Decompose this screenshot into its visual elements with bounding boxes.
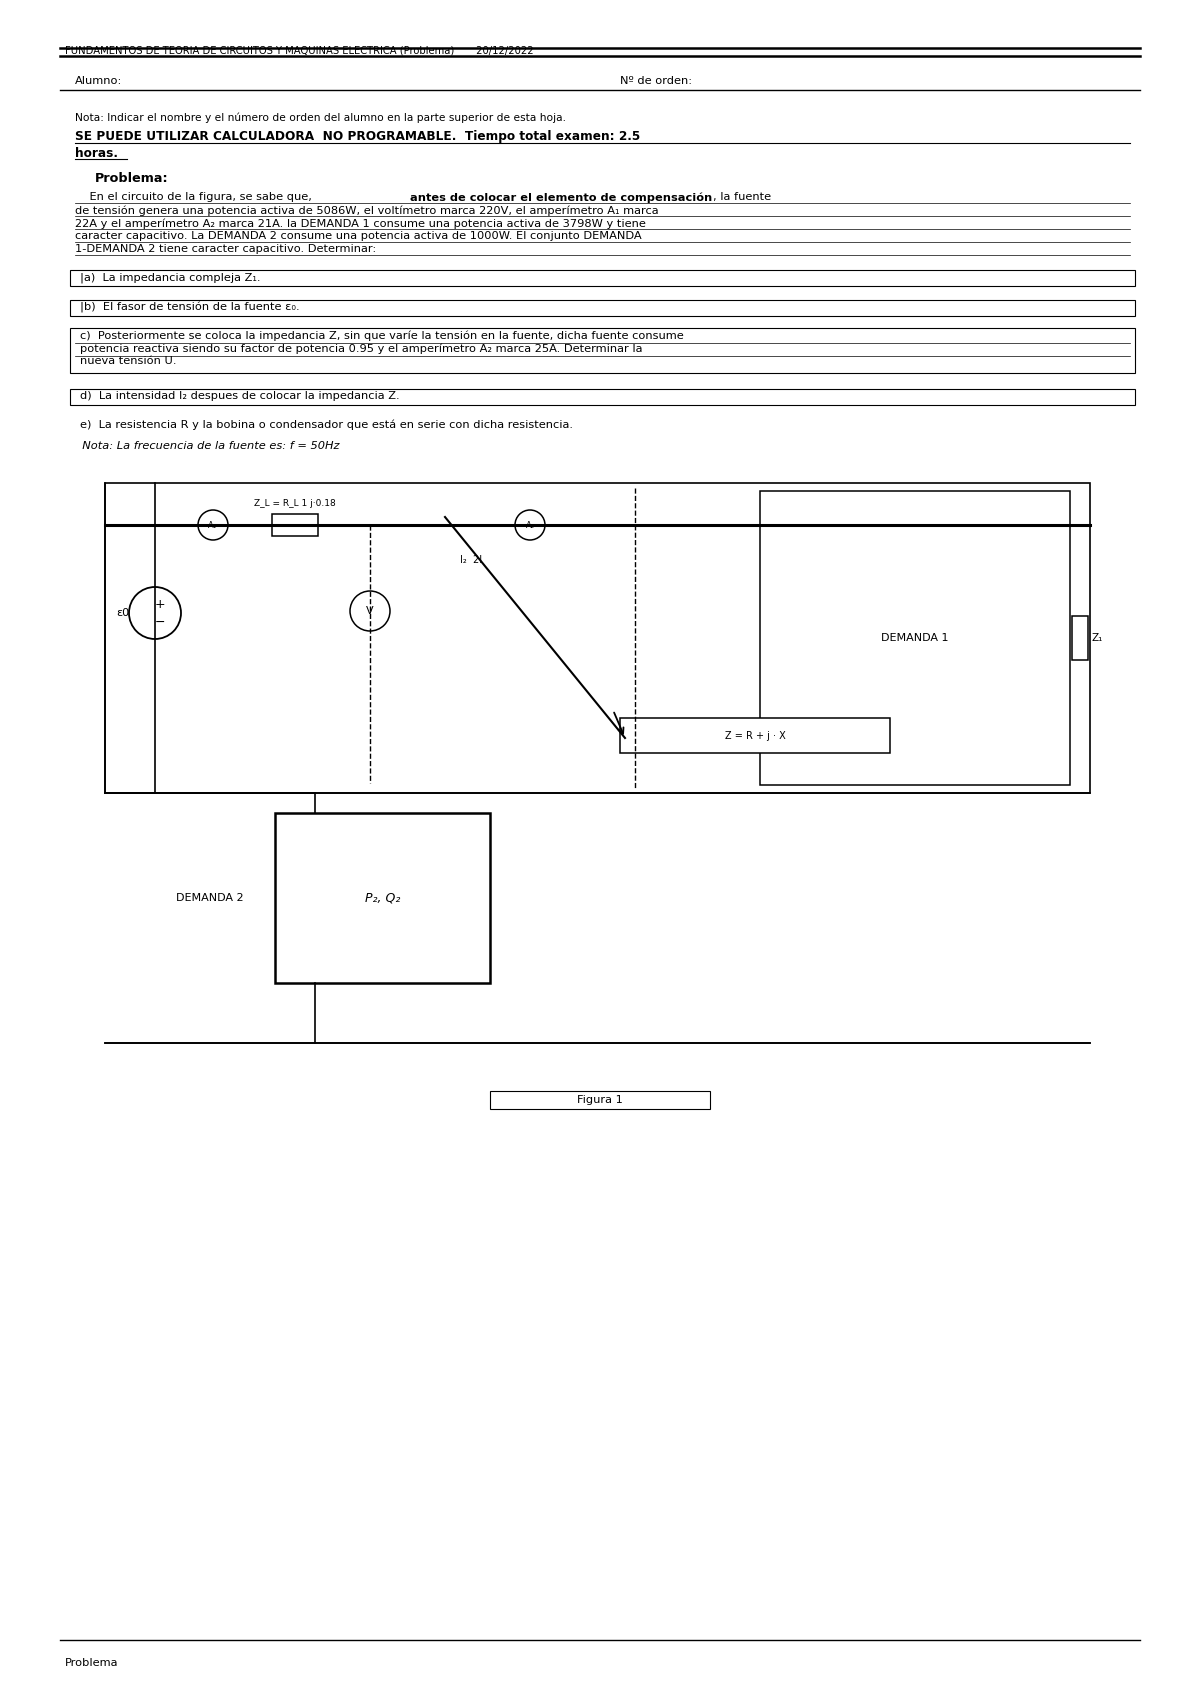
Text: DEMANDA 2: DEMANDA 2 <box>176 893 244 903</box>
Bar <box>620 718 890 752</box>
Text: Nº de orden:: Nº de orden: <box>620 76 692 87</box>
Text: Alumno:: Alumno: <box>74 76 122 87</box>
Text: FUNDAMENTOS DE TEORIA DE CIRCUITOS Y MAQUINAS ELECTRICA (Problema)       20/12/2: FUNDAMENTOS DE TEORIA DE CIRCUITOS Y MAQ… <box>65 46 534 54</box>
Text: nueva tensión U.: nueva tensión U. <box>80 357 176 367</box>
Text: Z_L = R_L 1 j·0.18: Z_L = R_L 1 j·0.18 <box>254 499 336 508</box>
Text: Nota: La frecuencia de la fuente es: f = 50Hz: Nota: La frecuencia de la fuente es: f =… <box>74 441 340 452</box>
Circle shape <box>350 591 390 632</box>
Bar <box>70 328 1135 374</box>
Text: A₂: A₂ <box>526 521 534 530</box>
Text: +: + <box>155 598 166 611</box>
Bar <box>275 813 490 983</box>
Text: −: − <box>155 615 166 628</box>
Text: antes de colocar el elemento de compensación: antes de colocar el elemento de compensa… <box>410 192 713 202</box>
Text: c)  Posteriormente se coloca la impedancia Z, sin que varíe la tensión en la fue: c) Posteriormente se coloca la impedanci… <box>80 329 684 341</box>
Text: SE PUEDE UTILIZAR CALCULADORA  NO PROGRAMABLE.  Tiempo total examen: 2.5: SE PUEDE UTILIZAR CALCULADORA NO PROGRAM… <box>74 131 641 143</box>
Text: Problema:: Problema: <box>95 171 169 185</box>
Circle shape <box>130 588 181 638</box>
Text: caracter capacitivo. La DEMANDA 2 consume una potencia activa de 1000W. El conju: caracter capacitivo. La DEMANDA 2 consum… <box>74 231 642 241</box>
Text: Figura 1: Figura 1 <box>577 1095 623 1105</box>
Bar <box>70 270 1135 285</box>
Text: Problema: Problema <box>65 1657 119 1667</box>
Text: V: V <box>366 606 374 616</box>
Text: e)  La resistencia R y la bobina o condensador que está en serie con dicha resis: e) La resistencia R y la bobina o conden… <box>80 419 574 430</box>
Text: |b)  El fasor de tensión de la fuente ε₀.: |b) El fasor de tensión de la fuente ε₀. <box>80 302 300 312</box>
Text: Nota: Indicar el nombre y el número de orden del alumno en la parte superior de : Nota: Indicar el nombre y el número de o… <box>74 112 566 122</box>
Bar <box>760 491 1070 784</box>
Bar <box>490 1092 710 1109</box>
Text: potencia reactiva siendo su factor de potencia 0.95 y el amperímetro A₂ marca 25: potencia reactiva siendo su factor de po… <box>80 343 642 353</box>
Circle shape <box>515 509 545 540</box>
Text: horas.: horas. <box>74 148 118 160</box>
Text: 22A y el amperímetro A₂ marca 21A. la DEMANDA 1 consume una potencia activa de 3: 22A y el amperímetro A₂ marca 21A. la DE… <box>74 217 646 229</box>
Text: Z = R + j · X: Z = R + j · X <box>725 730 785 740</box>
Bar <box>1072 616 1088 661</box>
Text: A₁: A₁ <box>209 521 217 530</box>
Text: Z₁: Z₁ <box>1092 633 1103 644</box>
Text: d)  La intensidad I₂ despues de colocar la impedancia Z.: d) La intensidad I₂ despues de colocar l… <box>80 391 400 401</box>
Text: 1-DEMANDA 2 tiene caracter capacitivo. Determinar:: 1-DEMANDA 2 tiene caracter capacitivo. D… <box>74 245 377 255</box>
Text: ε0: ε0 <box>116 608 130 618</box>
Text: de tensión genera una potencia activa de 5086W, el voltímetro marca 220V, el amp: de tensión genera una potencia activa de… <box>74 205 659 216</box>
Bar <box>272 514 318 537</box>
Text: |a)  La impedancia compleja Z₁.: |a) La impedancia compleja Z₁. <box>80 272 260 282</box>
Text: I₂  2I: I₂ 2I <box>460 555 482 565</box>
Text: DEMANDA 1: DEMANDA 1 <box>881 633 949 644</box>
Bar <box>70 389 1135 406</box>
Circle shape <box>198 509 228 540</box>
Bar <box>106 482 1090 793</box>
Text: En el circuito de la figura, se sabe que,: En el circuito de la figura, se sabe que… <box>74 192 316 202</box>
Bar <box>70 301 1135 316</box>
Text: , la fuente: , la fuente <box>713 192 772 202</box>
Text: P₂, Q₂: P₂, Q₂ <box>365 891 400 905</box>
